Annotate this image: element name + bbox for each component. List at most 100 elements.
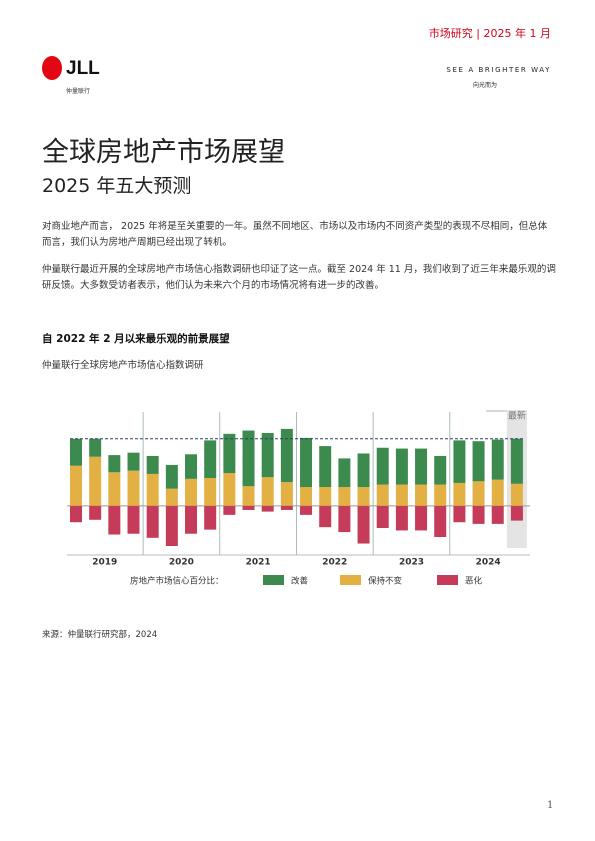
bar-segment	[146, 455, 159, 474]
bar-segment	[70, 438, 82, 466]
bar-segment	[376, 484, 389, 506]
bar-segment	[415, 484, 428, 506]
bar-segment	[338, 458, 351, 488]
bar-segment	[223, 505, 236, 515]
paragraph: 仲量联行最近开展的全球房地产市场信心指数调研也印证了这一点。截至 2024 年 …	[42, 264, 556, 291]
bar-segment	[472, 505, 485, 524]
legend-swatch	[263, 575, 284, 585]
bar-segment	[453, 482, 466, 506]
bar-segment	[70, 505, 82, 523]
bar-segment	[395, 448, 408, 485]
bar-segment	[472, 481, 485, 506]
bar-segment	[108, 455, 121, 473]
year-label: 2019	[92, 558, 117, 568]
bar-segment	[242, 505, 255, 510]
subtitle: 2025 年五大预测	[42, 175, 192, 197]
bar-segment	[204, 440, 217, 479]
bar-segment	[319, 487, 332, 506]
bar-segment	[510, 505, 523, 521]
bar-segment	[280, 482, 293, 506]
year-label: 2020	[169, 558, 194, 568]
bar-segment	[70, 465, 82, 506]
bar-segment	[453, 440, 466, 483]
header-tag: 市场研究 | 2025 年 1 月	[428, 27, 551, 40]
section-heading: 自 2022 年 2 月以来最乐观的前景展望	[42, 333, 230, 345]
bar-segment	[89, 456, 102, 506]
slogan: SEE A BRIGHTER WAY	[446, 66, 551, 74]
bar-segment	[108, 472, 121, 506]
bar-segment	[223, 433, 236, 474]
year-label: 2022	[322, 558, 347, 568]
bar-segment	[108, 505, 121, 535]
bar-segment	[472, 441, 485, 482]
bar-segment	[242, 486, 255, 506]
legend-swatch	[340, 575, 361, 585]
bar-segment	[261, 477, 274, 506]
bar-segment	[491, 479, 504, 506]
year-label: 2024	[476, 558, 501, 568]
bar-segment	[89, 438, 102, 457]
bar-segment	[434, 455, 447, 485]
bar-segment	[242, 430, 255, 487]
year-label: 2023	[399, 558, 424, 568]
bar-segment	[319, 505, 332, 528]
latest-label: 最新	[508, 410, 526, 422]
bar-segment	[338, 505, 351, 533]
bar-segment	[146, 473, 159, 506]
bar-segment	[185, 478, 198, 506]
bar-segment	[165, 464, 178, 489]
bar-segment	[300, 487, 313, 506]
bar-segment	[338, 487, 351, 506]
logo-mark	[42, 56, 62, 80]
bar-segment	[300, 437, 313, 488]
bar-segment	[510, 483, 523, 506]
bar-segment	[261, 433, 274, 478]
bar-segment	[434, 484, 447, 506]
bar-segment	[319, 446, 332, 488]
bar-segment	[491, 505, 504, 524]
bar-segment	[261, 505, 274, 512]
bar-segment	[510, 438, 523, 484]
bar-segment	[453, 505, 466, 523]
bar-segment	[165, 488, 178, 506]
bar-segment	[280, 505, 293, 510]
bar-segment	[415, 448, 428, 485]
paragraph: 对商业地产而言， 2025 年将是至关重要的一年。虽然不同地区、市场以及市场内不…	[42, 221, 548, 248]
page-number: 1	[547, 800, 554, 811]
bar-segment	[204, 478, 217, 506]
legend-label: 改善	[291, 576, 309, 587]
bar-segment	[223, 473, 236, 506]
legend-swatch	[437, 575, 458, 585]
legend-label: 保持不变	[368, 576, 403, 587]
logo-sub: 仲量联行	[66, 88, 91, 95]
bar-segment	[185, 454, 198, 479]
legend-label: 恶化	[465, 576, 483, 587]
bar-segment	[415, 505, 428, 531]
bar-segment	[376, 447, 389, 485]
bar-segment	[357, 487, 370, 506]
chart-title: 仲量联行全球房地产市场信心指数调研	[42, 360, 204, 371]
bar-segment	[491, 439, 504, 480]
bar-segment	[434, 505, 447, 537]
title: 全球房地产市场展望	[42, 137, 285, 168]
slogan-sub: 向光而为	[473, 82, 498, 89]
bar-segment	[376, 505, 389, 528]
bar-segment	[127, 505, 140, 534]
bar-segment	[280, 428, 293, 483]
bar-segment	[146, 505, 159, 538]
logo: JLL	[66, 58, 100, 79]
source: 来源：仲量联行研究部，2024	[42, 630, 158, 640]
bar-segment	[127, 452, 140, 471]
bar-segment	[395, 484, 408, 506]
bar-segment	[185, 505, 198, 534]
bar-segment	[89, 505, 102, 520]
year-label: 2021	[246, 558, 271, 568]
chart: 最新 2019 2020 2021 2022 2023 2024 房地产市场信心百分比： 改善 保…	[67, 410, 530, 587]
bar-segment	[300, 505, 313, 515]
bar-segment	[395, 505, 408, 531]
bar-segment	[165, 505, 178, 546]
bar-segment	[127, 470, 140, 506]
bar-segment	[204, 505, 217, 530]
bar-segment	[357, 453, 370, 488]
